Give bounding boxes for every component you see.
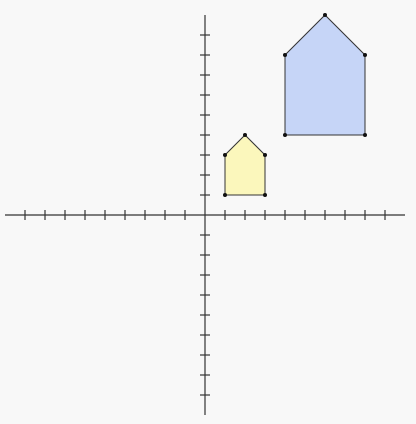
small-pentagon-vertex (243, 133, 247, 137)
axes-layer (5, 15, 405, 415)
small-pentagon (224, 134, 266, 196)
small-pentagon-vertex (223, 153, 227, 157)
shapes-layer (224, 14, 366, 196)
small-pentagon-vertex (263, 153, 267, 157)
vertex-layer (223, 13, 367, 197)
large-pentagon-vertex (323, 13, 327, 17)
small-pentagon-vertex (223, 193, 227, 197)
large-pentagon-vertex (363, 133, 367, 137)
large-pentagon-vertex (363, 53, 367, 57)
large-pentagon (284, 14, 366, 136)
large-pentagon-vertex (283, 53, 287, 57)
large-pentagon-vertex (283, 133, 287, 137)
small-pentagon-vertex (263, 193, 267, 197)
